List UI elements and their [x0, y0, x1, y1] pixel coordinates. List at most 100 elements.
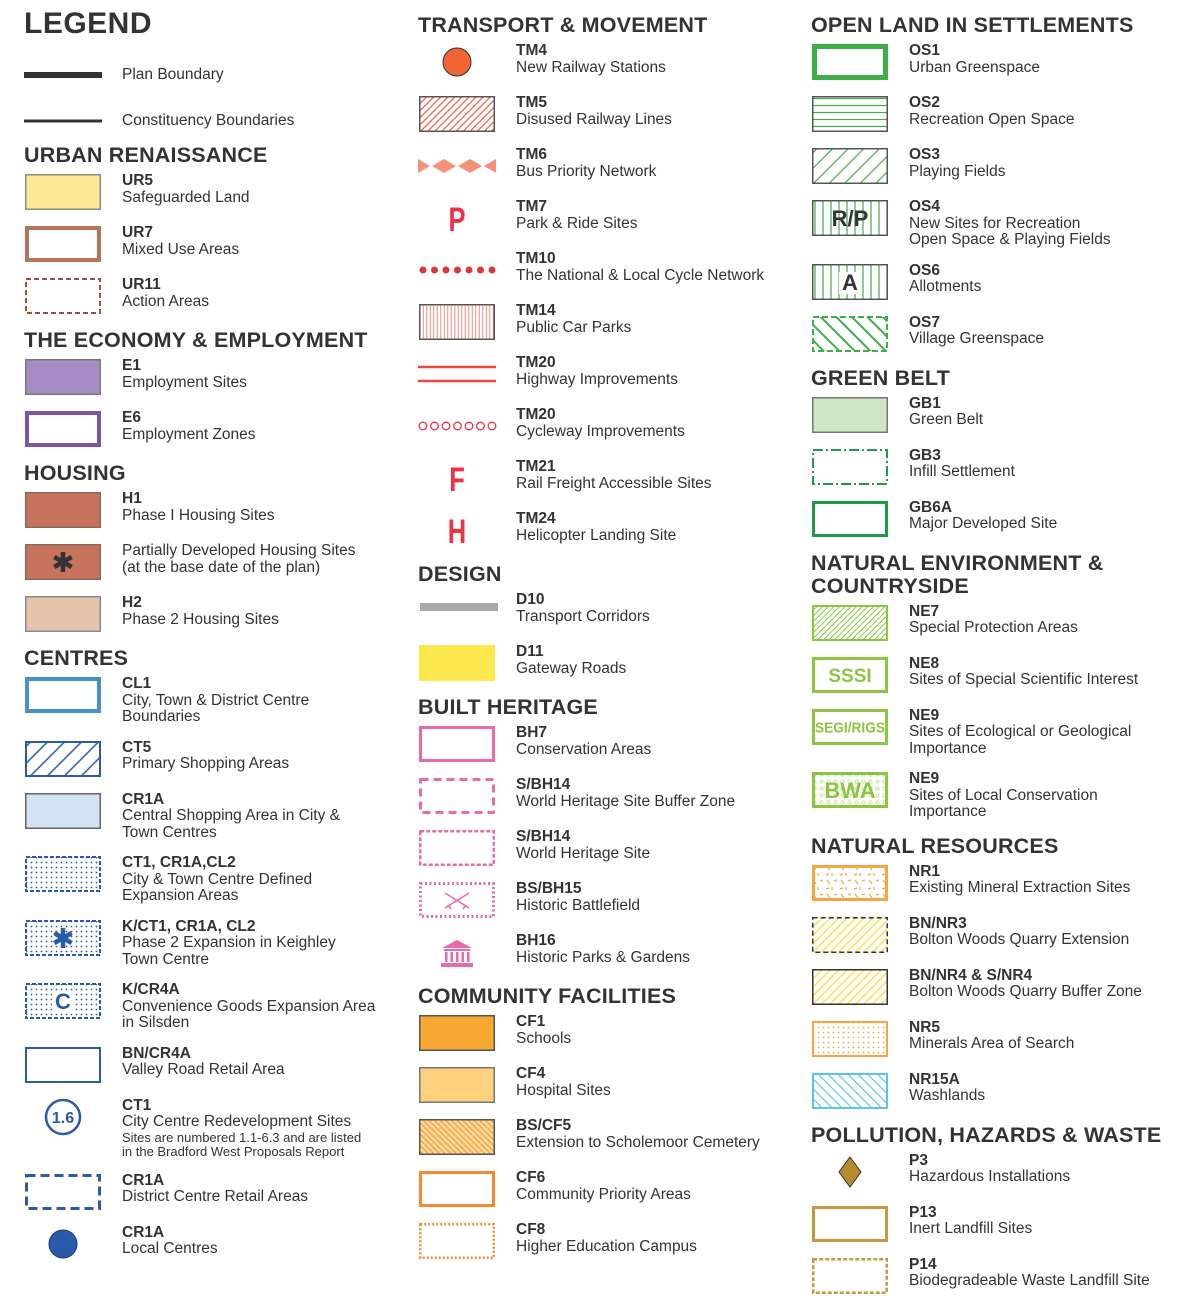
legend-item-text: NR5 Minerals Area of Search	[909, 1019, 1075, 1058]
legend-item-h2: H2 Phase 2 Housing Sites	[24, 594, 404, 647]
circle-symbol-icon	[418, 43, 516, 81]
item-label: Bolton Woods Quarry Extension	[909, 931, 1130, 948]
legend-item-text: CL1 City, Town & District Centre Boundarie…	[122, 675, 310, 726]
item-label: Mixed Use Areas	[122, 240, 240, 258]
item-label: Importance	[909, 739, 987, 757]
legend-item-ur7: UR7 Mixed Use Areas	[24, 224, 404, 277]
box-symbol-icon	[418, 95, 516, 133]
legend-item-tm7: P TM7 Park & Ride Sites	[418, 198, 798, 251]
section-natural-resources: NATURAL RESOURCES NR1 Existing Mineral Ext…	[811, 834, 1193, 1124]
legend-item-os7: OS7 Village Greenspace	[811, 314, 1193, 367]
policy-code: CF1	[516, 1013, 546, 1030]
legend-item-text: NR15A Washlands	[909, 1070, 985, 1110]
legend-item-text: NE9 Sites of Ecological or Geological Impo…	[909, 707, 1131, 758]
item-label: Community Priority Areas	[516, 1185, 691, 1203]
legend-item-bn-cr4a: BN/CR4A Valley Road Retail Area	[24, 1045, 404, 1098]
section-heading: TRANSPORT & MOVEMENT	[418, 13, 708, 37]
bar-symbol-icon	[418, 592, 516, 630]
legend-item-text: UR11 Action Areas	[122, 276, 209, 315]
policy-code: TM5	[516, 94, 547, 111]
legend-item-k-cr4a: C K/CR4A Convenience Goods Expansion Area i…	[24, 981, 404, 1046]
legend-item-text: P13 Inert Landfill Sites	[909, 1204, 1032, 1243]
crossed-swords-icon	[444, 892, 470, 910]
item-label: Special Protection Areas	[909, 619, 1078, 636]
box-symbol-icon	[418, 777, 516, 815]
item-label: Cycleway Improvements	[516, 422, 685, 440]
legend-item-text: H1 Phase I Housing Sites	[122, 490, 275, 529]
section-built-heritage: BUILT HERITAGE BH7 Conservation Areas S/BH1…	[418, 696, 798, 985]
legend-item-p14: P14 Biodegradeable Waste Landfill Site	[811, 1256, 1193, 1309]
section-heading: GREEN BELT	[811, 365, 950, 390]
policy-code: NR15A	[909, 1070, 960, 1088]
item-label: Biodegradeable Waste Landfill Site	[909, 1272, 1150, 1289]
box-symbol-icon	[24, 277, 122, 315]
box-symbol-icon	[24, 855, 122, 893]
item-label: Transport Corridors	[516, 607, 650, 625]
box-symbol-icon: C	[24, 982, 122, 1020]
policy-code: D10	[516, 591, 545, 608]
legend-item-text: Plan Boundary	[122, 66, 224, 84]
symbol-letter: P	[448, 202, 465, 239]
policy-code: BH16	[516, 932, 556, 949]
box-symbol-icon	[811, 604, 909, 642]
item-label: City, Town & District Centre	[122, 691, 310, 709]
double-line-symbol-icon	[418, 355, 516, 393]
legend-item-text: GB1 Green Belt	[909, 395, 983, 434]
policy-code: OS3	[909, 146, 941, 163]
item-label: Bolton Woods Quarry Buffer Zone	[909, 983, 1142, 1000]
legend-column-2: TRANSPORT & MOVEMENT TM4 New Railway Stati…	[418, 14, 798, 1274]
legend-item-text: TM6 Bus Priority Network	[516, 146, 656, 185]
policy-code: TM4	[516, 42, 547, 59]
box-symbol-icon: A	[811, 263, 909, 301]
legend-item-text: TM21 Rail Freight Accessible Sites	[516, 458, 712, 497]
legend-item-text: CF6 Community Priority Areas	[516, 1169, 691, 1208]
legend-item-text: E6 Employment Zones	[122, 409, 256, 448]
item-label: Central Shopping Area in City &	[122, 807, 340, 824]
item-label: Allotments	[909, 278, 982, 295]
box-symbol-icon	[418, 1014, 516, 1052]
section-pollution-hazards-waste: POLLUTION, HAZARDS & WASTE P3 Hazardous In…	[811, 1123, 1193, 1309]
item-label: Minerals Area of Search	[909, 1035, 1075, 1052]
legend-item-text: BN/CR4A Valley Road Retail Area	[122, 1045, 285, 1084]
item-label: Existing Mineral Extraction Sites	[909, 879, 1131, 896]
legend-item-bn-nr4-s-nr4: BN/NR4 & S/NR4 Bolton Woods Quarry Buffer…	[811, 967, 1193, 1020]
box-symbol-icon	[24, 1046, 122, 1084]
legend-item-text: CF1 Schools	[516, 1013, 571, 1052]
policy-code: CR1A	[122, 1223, 165, 1241]
legend-item-text: NE8 Sites of Special Scientific Interest	[909, 655, 1138, 694]
legend-item-text: OS4 New Sites for Recreation Open Space & …	[909, 198, 1111, 249]
policy-code: CR1A	[122, 1171, 165, 1189]
policy-code: BN/NR3	[909, 914, 967, 932]
legend-item-nr5: NR5 Minerals Area of Search	[811, 1019, 1193, 1072]
legend-item-text: CT1 City Centre Redevelopment Sites Sites …	[122, 1096, 362, 1159]
item-note: Sites are numbered 1.1-6.3 and are liste…	[122, 1129, 362, 1145]
legend-item-bs-cf5: BS/CF5 Extension to Scholemoor Cemetery	[418, 1117, 798, 1170]
item-label: Local Centres	[122, 1240, 218, 1257]
item-label: Phase 2 Expansion in Keighley	[122, 934, 336, 951]
legend-item-tm5: TM5 Disused Railway Lines	[418, 94, 798, 147]
item-note: in the Bradford West Proposals Report	[122, 1143, 345, 1159]
box-symbol-icon	[418, 881, 516, 919]
policy-code: TM21	[516, 458, 556, 475]
item-label: Phase 2 Housing Sites	[122, 610, 279, 628]
policy-code: CT5	[122, 738, 152, 756]
item-label: Highway Improvements	[516, 370, 678, 388]
item-label: Employment Sites	[122, 373, 247, 391]
box-symbol-icon	[811, 95, 909, 133]
legend-item-tm24: H TM24 Helicopter Landing Site	[418, 510, 798, 563]
badge-symbol-icon: 1.6	[24, 1098, 122, 1136]
legend-item-bh16: BH16 Historic Parks & Gardens	[418, 932, 798, 985]
legend-item-text: CF4 Hospital Sites	[516, 1065, 611, 1104]
legend-item-text: OS2 Recreation Open Space	[909, 94, 1074, 133]
policy-code: OS2	[909, 94, 941, 111]
legend-item-d11: D11 Gateway Roads	[418, 643, 798, 696]
policy-code: GB6A	[909, 498, 953, 516]
box-symbol-icon	[811, 396, 909, 434]
item-label: in Silsden	[122, 1014, 190, 1031]
section-heading: OPEN LAND IN SETTLEMENTS	[811, 13, 1134, 37]
policy-code: CT1	[122, 1096, 152, 1114]
box-symbol-icon	[418, 1222, 516, 1260]
legend-item-text: TM5 Disused Railway Lines	[516, 94, 672, 133]
legend-item-ne8: SSSI NE8 Sites of Special Scientific Inter…	[811, 655, 1193, 708]
legend-item-text: TM4 New Railway Stations	[516, 42, 666, 81]
